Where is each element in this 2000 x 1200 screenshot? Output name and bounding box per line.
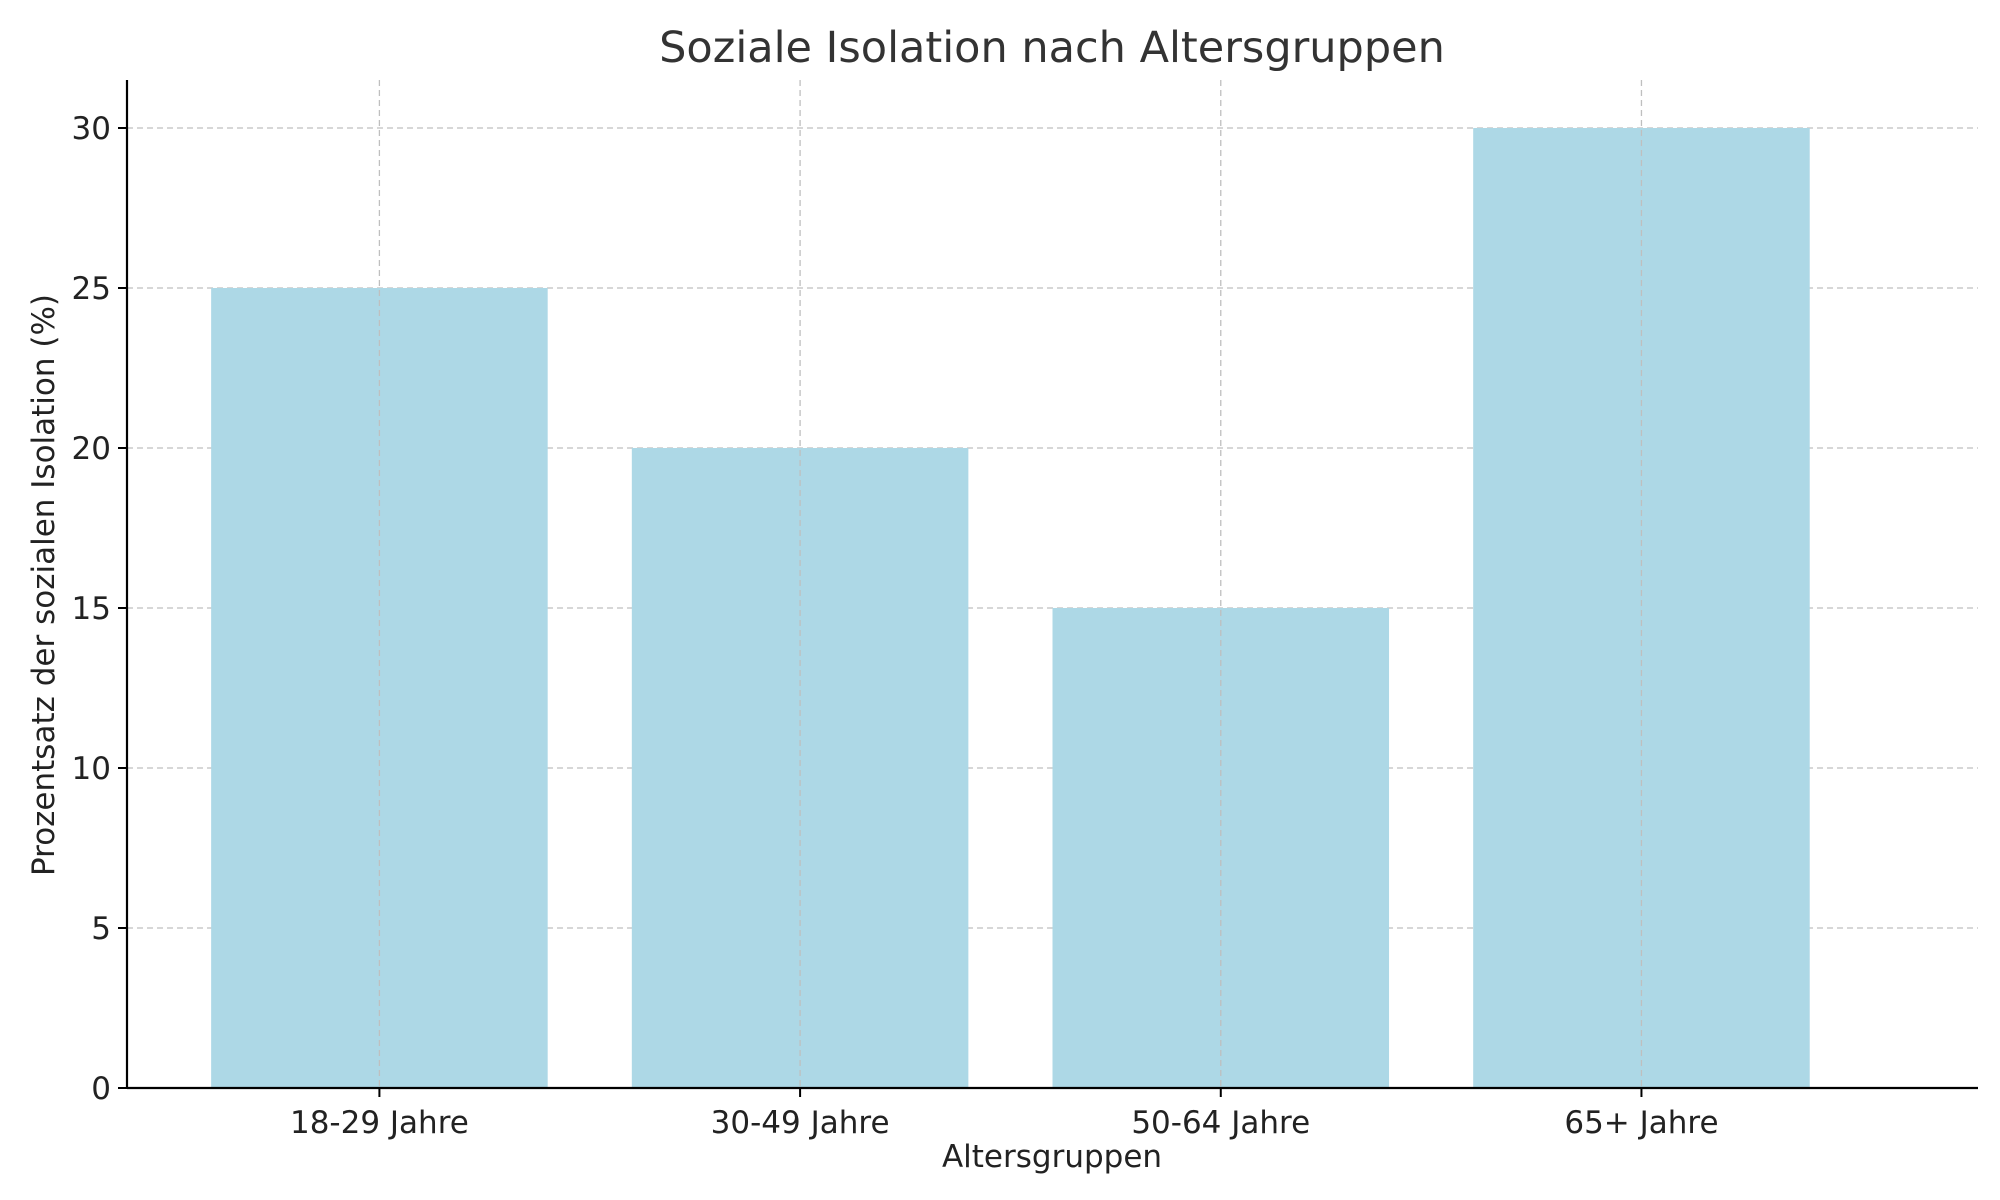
y-tick-label: 30 bbox=[72, 111, 111, 147]
y-tick-label: 0 bbox=[91, 1071, 111, 1107]
vertical-grid-lines bbox=[378, 80, 1643, 1088]
y-tick-label: 15 bbox=[72, 591, 111, 627]
bar bbox=[1473, 128, 1810, 1088]
y-tick-label: 5 bbox=[91, 911, 111, 947]
x-tick-label: 30-49 Jahre bbox=[711, 1105, 890, 1141]
chart-title: Soziale Isolation nach Altersgruppen bbox=[659, 23, 1445, 73]
y-tick-label: 20 bbox=[72, 431, 111, 467]
bar bbox=[211, 288, 548, 1088]
x-tick-label: 65+ Jahre bbox=[1564, 1105, 1718, 1141]
x-tick-label: 18-29 Jahre bbox=[290, 1105, 469, 1141]
bar bbox=[1052, 608, 1390, 1088]
x-tick-label: 50-64 Jahre bbox=[1131, 1105, 1310, 1141]
y-tick-label: 10 bbox=[72, 751, 111, 787]
x-tick-labels: 18-29 Jahre 30-49 Jahre 50-64 Jahre 65+ Jah… bbox=[290, 1105, 1719, 1141]
x-axis-label: Altersgruppen bbox=[942, 1139, 1162, 1175]
y-tick-label: 25 bbox=[72, 271, 111, 307]
axes bbox=[118, 80, 1978, 1097]
y-tick-labels: 0 5 10 15 20 25 30 bbox=[72, 111, 111, 1107]
y-axis-label: Prozentsatz der sozialen Isolation (%) bbox=[26, 294, 62, 876]
